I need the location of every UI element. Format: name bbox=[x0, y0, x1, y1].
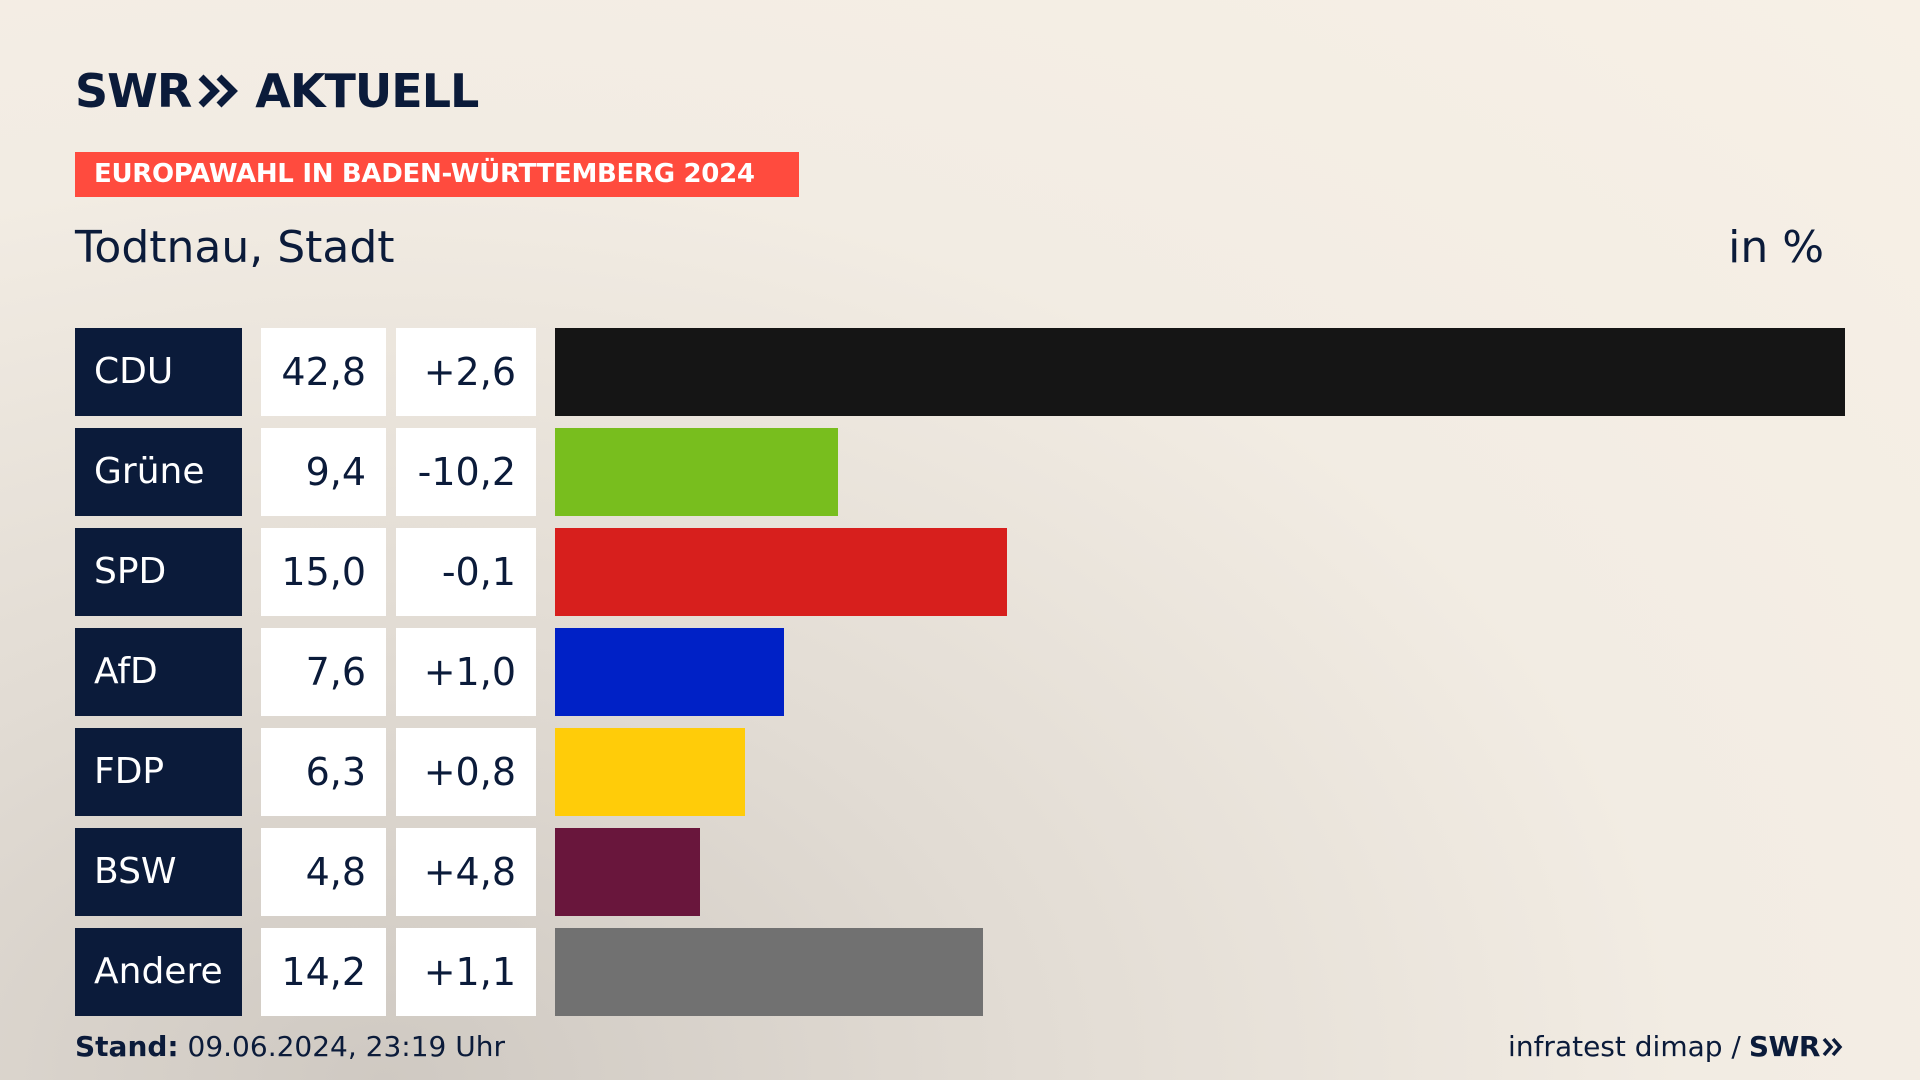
source-credit: infratest dimap / SWR bbox=[1508, 1030, 1844, 1063]
logo-aktuell-text: AKTUELL bbox=[255, 64, 479, 118]
vote-share-label: 15,0 bbox=[261, 528, 386, 616]
page-title: Todtnau, Stadt bbox=[75, 222, 395, 273]
change-label: +1,0 bbox=[396, 628, 536, 716]
party-label: Andere bbox=[75, 928, 242, 1016]
bar bbox=[555, 728, 745, 816]
stand-value: 09.06.2024, 23:19 Uhr bbox=[187, 1030, 505, 1063]
double-chevron-icon bbox=[1822, 1037, 1843, 1056]
party-label: SPD bbox=[75, 528, 242, 616]
result-row: Grüne 9,4 -10,2 bbox=[75, 428, 1845, 516]
result-row: BSW 4,8 +4,8 bbox=[75, 828, 1845, 916]
vote-share-label: 42,8 bbox=[261, 328, 386, 416]
vote-share-label: 6,3 bbox=[261, 728, 386, 816]
vote-share-label: 7,6 bbox=[261, 628, 386, 716]
bar bbox=[555, 628, 784, 716]
bar bbox=[555, 328, 1845, 416]
source-text: infratest dimap / bbox=[1508, 1030, 1741, 1063]
result-row: AfD 7,6 +1,0 bbox=[75, 628, 1845, 716]
party-label: FDP bbox=[75, 728, 242, 816]
stand-label: Stand: bbox=[75, 1030, 179, 1063]
timestamp: Stand: 09.06.2024, 23:19 Uhr bbox=[75, 1030, 505, 1063]
bar bbox=[555, 928, 983, 1016]
change-label: +2,6 bbox=[396, 328, 536, 416]
bar bbox=[555, 428, 838, 516]
change-label: +1,1 bbox=[396, 928, 536, 1016]
result-row: CDU 42,8 +2,6 bbox=[75, 328, 1845, 416]
result-row: SPD 15,0 -0,1 bbox=[75, 528, 1845, 616]
bar bbox=[555, 828, 700, 916]
change-label: +4,8 bbox=[396, 828, 536, 916]
result-row: FDP 6,3 +0,8 bbox=[75, 728, 1845, 816]
vote-share-label: 14,2 bbox=[261, 928, 386, 1016]
change-label: -10,2 bbox=[396, 428, 536, 516]
vote-share-label: 4,8 bbox=[261, 828, 386, 916]
double-chevron-icon bbox=[198, 74, 239, 108]
election-banner: EUROPAWAHL IN BADEN-WÜRTTEMBERG 2024 bbox=[75, 152, 799, 197]
party-label: BSW bbox=[75, 828, 242, 916]
vote-share-label: 9,4 bbox=[261, 428, 386, 516]
logo-swr-text: SWR bbox=[75, 64, 192, 118]
bar bbox=[555, 528, 1007, 616]
result-row: Andere 14,2 +1,1 bbox=[75, 928, 1845, 1016]
change-label: -0,1 bbox=[396, 528, 536, 616]
swr-aktuell-logo: SWR AKTUELL bbox=[75, 64, 479, 118]
unit-label: in % bbox=[1728, 222, 1824, 273]
party-label: AfD bbox=[75, 628, 242, 716]
change-label: +0,8 bbox=[396, 728, 536, 816]
party-label: CDU bbox=[75, 328, 242, 416]
party-label: Grüne bbox=[75, 428, 242, 516]
source-swr-logo: SWR bbox=[1748, 1030, 1821, 1063]
